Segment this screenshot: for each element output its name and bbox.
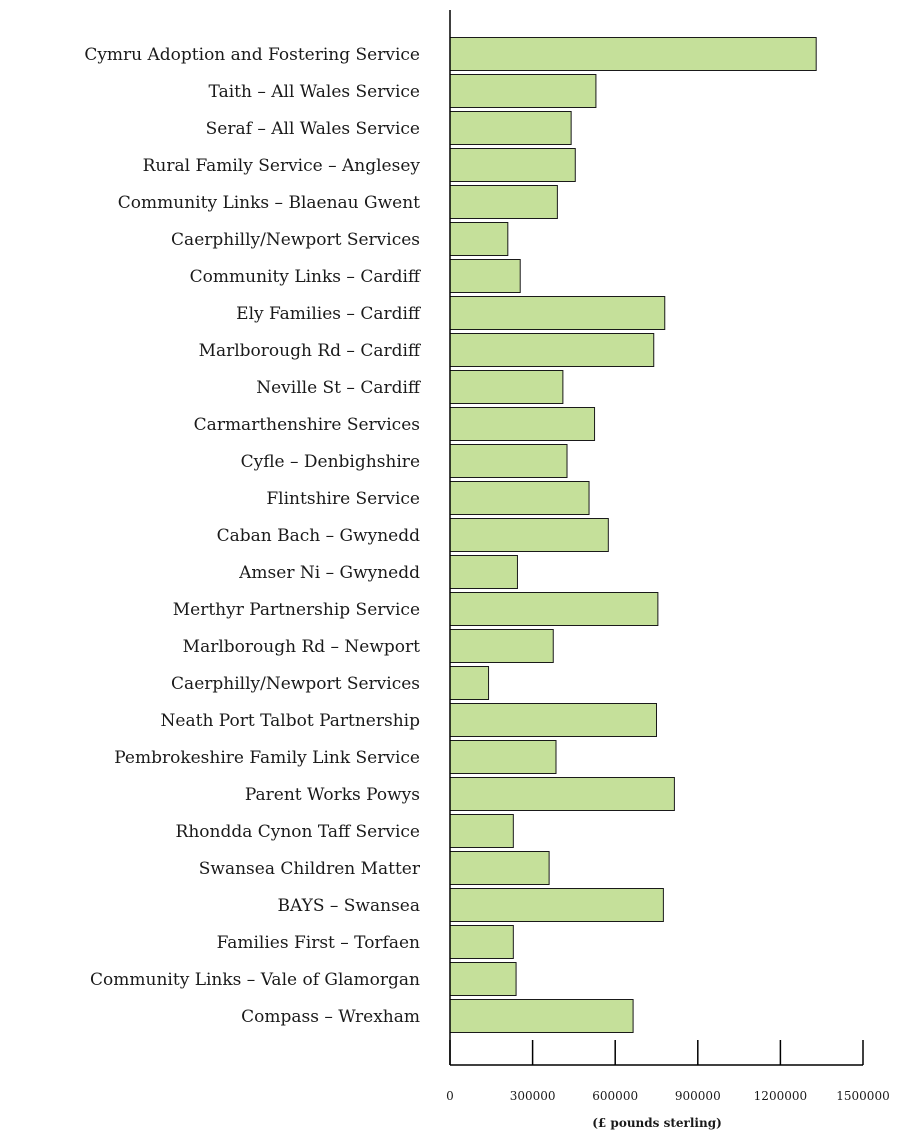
x-tick-label: 1500000: [836, 1089, 889, 1103]
bar: [449, 333, 655, 367]
bar: [449, 851, 550, 885]
category-label: Community Links – Cardiff: [190, 267, 422, 287]
category-label: Merthyr Partnership Service: [173, 600, 420, 620]
bar: [449, 481, 590, 515]
bar: [449, 703, 657, 737]
category-label: Cymru Adoption and Fostering Service: [84, 45, 420, 65]
category-label: Marlborough Rd – Cardiff: [199, 341, 422, 361]
category-label: Rhondda Cynon Taff Service: [176, 822, 420, 842]
category-label: Caerphilly/Newport Services: [171, 674, 420, 694]
bar: [449, 259, 521, 293]
bar: [449, 148, 576, 182]
category-label: Amser Ni – Gwynedd: [238, 563, 420, 583]
bar: [449, 407, 596, 441]
bar: [449, 888, 664, 922]
category-label: Families First – Torfaen: [217, 933, 420, 953]
x-tick-label: 600000: [592, 1089, 638, 1103]
bar: [449, 444, 568, 478]
bar: [449, 111, 572, 145]
bar: [449, 666, 490, 700]
category-label: Ely Families – Cardiff: [236, 304, 422, 324]
category-label: Compass – Wrexham: [241, 1007, 420, 1027]
category-label: Seraf – All Wales Service: [206, 119, 420, 139]
bar: [449, 629, 554, 663]
bar: [449, 370, 564, 404]
bar: [449, 962, 517, 996]
x-tick-label: 900000: [675, 1089, 721, 1103]
x-ticks-group: 0 300000 600000 900000 1200000 1500000: [446, 1040, 890, 1103]
category-label: Pembrokeshire Family Link Service: [114, 748, 420, 768]
category-label: Parent Works Powys: [245, 785, 420, 805]
bar: [449, 777, 675, 811]
bar: [449, 814, 514, 848]
x-tick-label: 300000: [510, 1089, 556, 1103]
category-label: BAYS – Swansea: [278, 896, 420, 916]
bar: [449, 185, 558, 219]
x-tick-label: 0: [446, 1089, 454, 1103]
category-label: Carmarthenshire Services: [194, 415, 420, 435]
bar: [449, 555, 518, 589]
bar: [449, 518, 609, 552]
category-label: Swansea Children Matter: [199, 859, 421, 879]
bar: [449, 592, 659, 626]
bar: [449, 925, 514, 959]
category-label: Taith – All Wales Service: [209, 82, 420, 102]
bar: [449, 222, 509, 256]
bar: [449, 37, 817, 71]
category-label: Caerphilly/Newport Services: [171, 230, 420, 250]
category-label: Neville St – Cardiff: [256, 378, 422, 398]
bar: [449, 74, 597, 108]
bar: [449, 740, 557, 774]
category-labels-group: Cymru Adoption and Fostering Service Tait…: [84, 45, 422, 1027]
category-label: Community Links – Vale of Glamorgan: [90, 970, 420, 990]
bars-group: [449, 37, 817, 1033]
bar: [449, 296, 666, 330]
category-label: Cyfle – Denbighshire: [241, 452, 420, 472]
category-label: Rural Family Service – Anglesey: [143, 156, 421, 176]
category-label: Neath Port Talbot Partnership: [161, 711, 421, 731]
category-label: Community Links – Blaenau Gwent: [118, 193, 420, 213]
x-tick-label: 1200000: [754, 1089, 807, 1103]
category-label: Marlborough Rd – Newport: [183, 637, 420, 657]
category-label: Flintshire Service: [266, 489, 420, 509]
x-axis-title: (£ pounds sterling): [592, 1116, 722, 1130]
bar: [449, 999, 634, 1033]
category-label: Caban Bach – Gwynedd: [217, 526, 421, 546]
